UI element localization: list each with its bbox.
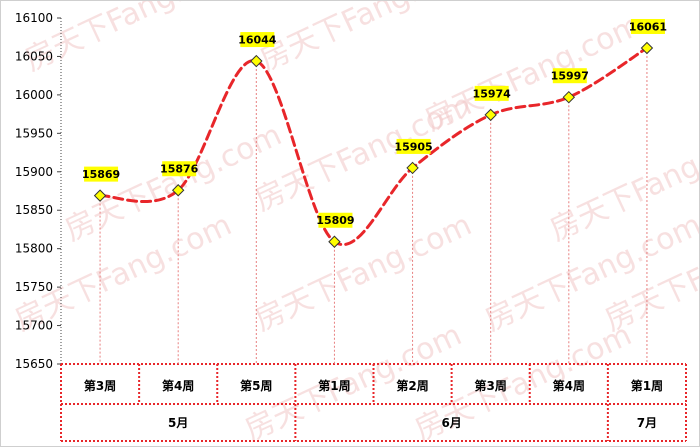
y-tick-label: 15650 [15, 357, 53, 371]
data-label-bg [84, 166, 119, 182]
data-label: 16061 [629, 20, 667, 33]
y-tick-label: 15750 [15, 280, 53, 294]
y-tick-label: 15950 [15, 126, 53, 140]
data-label-bg [474, 85, 509, 101]
data-label-bg [162, 161, 197, 177]
month-group-label: 7月 [637, 416, 657, 430]
data-point-marker [562, 90, 576, 104]
category-label: 第4周 [162, 378, 194, 393]
data-label-bg [630, 18, 665, 34]
category-label: 第5周 [240, 378, 272, 393]
data-point-marker [484, 108, 497, 122]
data-label: 15876 [160, 163, 199, 176]
data-label: 15974 [473, 87, 512, 100]
data-label: 15997 [551, 70, 589, 83]
data-point-marker [406, 161, 419, 175]
y-tick-label: 15700 [15, 319, 53, 333]
data-label-bg [396, 138, 431, 154]
data-label-bg [240, 32, 275, 48]
category-label: 第3周 [84, 378, 116, 393]
category-label: 第4周 [553, 378, 585, 393]
data-label: 15809 [316, 214, 354, 227]
data-point-marker [171, 184, 185, 197]
data-point-marker [328, 235, 341, 248]
series-line [98, 46, 649, 246]
y-tick-label: 16050 [15, 49, 53, 63]
watermark-text: 房天下Fang.com [250, 207, 477, 338]
month-group-label: 5月 [168, 416, 188, 430]
data-label-bg [552, 68, 587, 84]
watermark-text: 房天下Fang.com [60, 117, 287, 248]
data-point-marker [250, 54, 263, 68]
data-point-marker [93, 189, 107, 202]
data-point-marker [640, 41, 654, 55]
watermark-text: 房天下Fang.com [20, 1, 247, 78]
y-tick-label: 15800 [15, 242, 53, 256]
y-tick-label: 15900 [15, 165, 53, 179]
watermark-text: 房天下Fang.com [250, 87, 477, 218]
data-label: 15905 [394, 140, 432, 153]
watermark-text: 房天下Fang.com [255, 1, 482, 78]
data-label: 15869 [82, 168, 120, 181]
y-tick-label: 16000 [15, 88, 53, 102]
data-label-bg [318, 212, 353, 228]
data-label: 16044 [238, 34, 277, 47]
category-label: 第2周 [396, 378, 428, 393]
category-label: 第1周 [631, 378, 663, 393]
y-tick-label: 16100 [15, 11, 53, 25]
category-label: 第1周 [318, 378, 350, 393]
month-group-label: 6月 [441, 416, 461, 430]
category-label: 第3周 [475, 378, 507, 393]
y-tick-label: 15850 [15, 203, 53, 217]
